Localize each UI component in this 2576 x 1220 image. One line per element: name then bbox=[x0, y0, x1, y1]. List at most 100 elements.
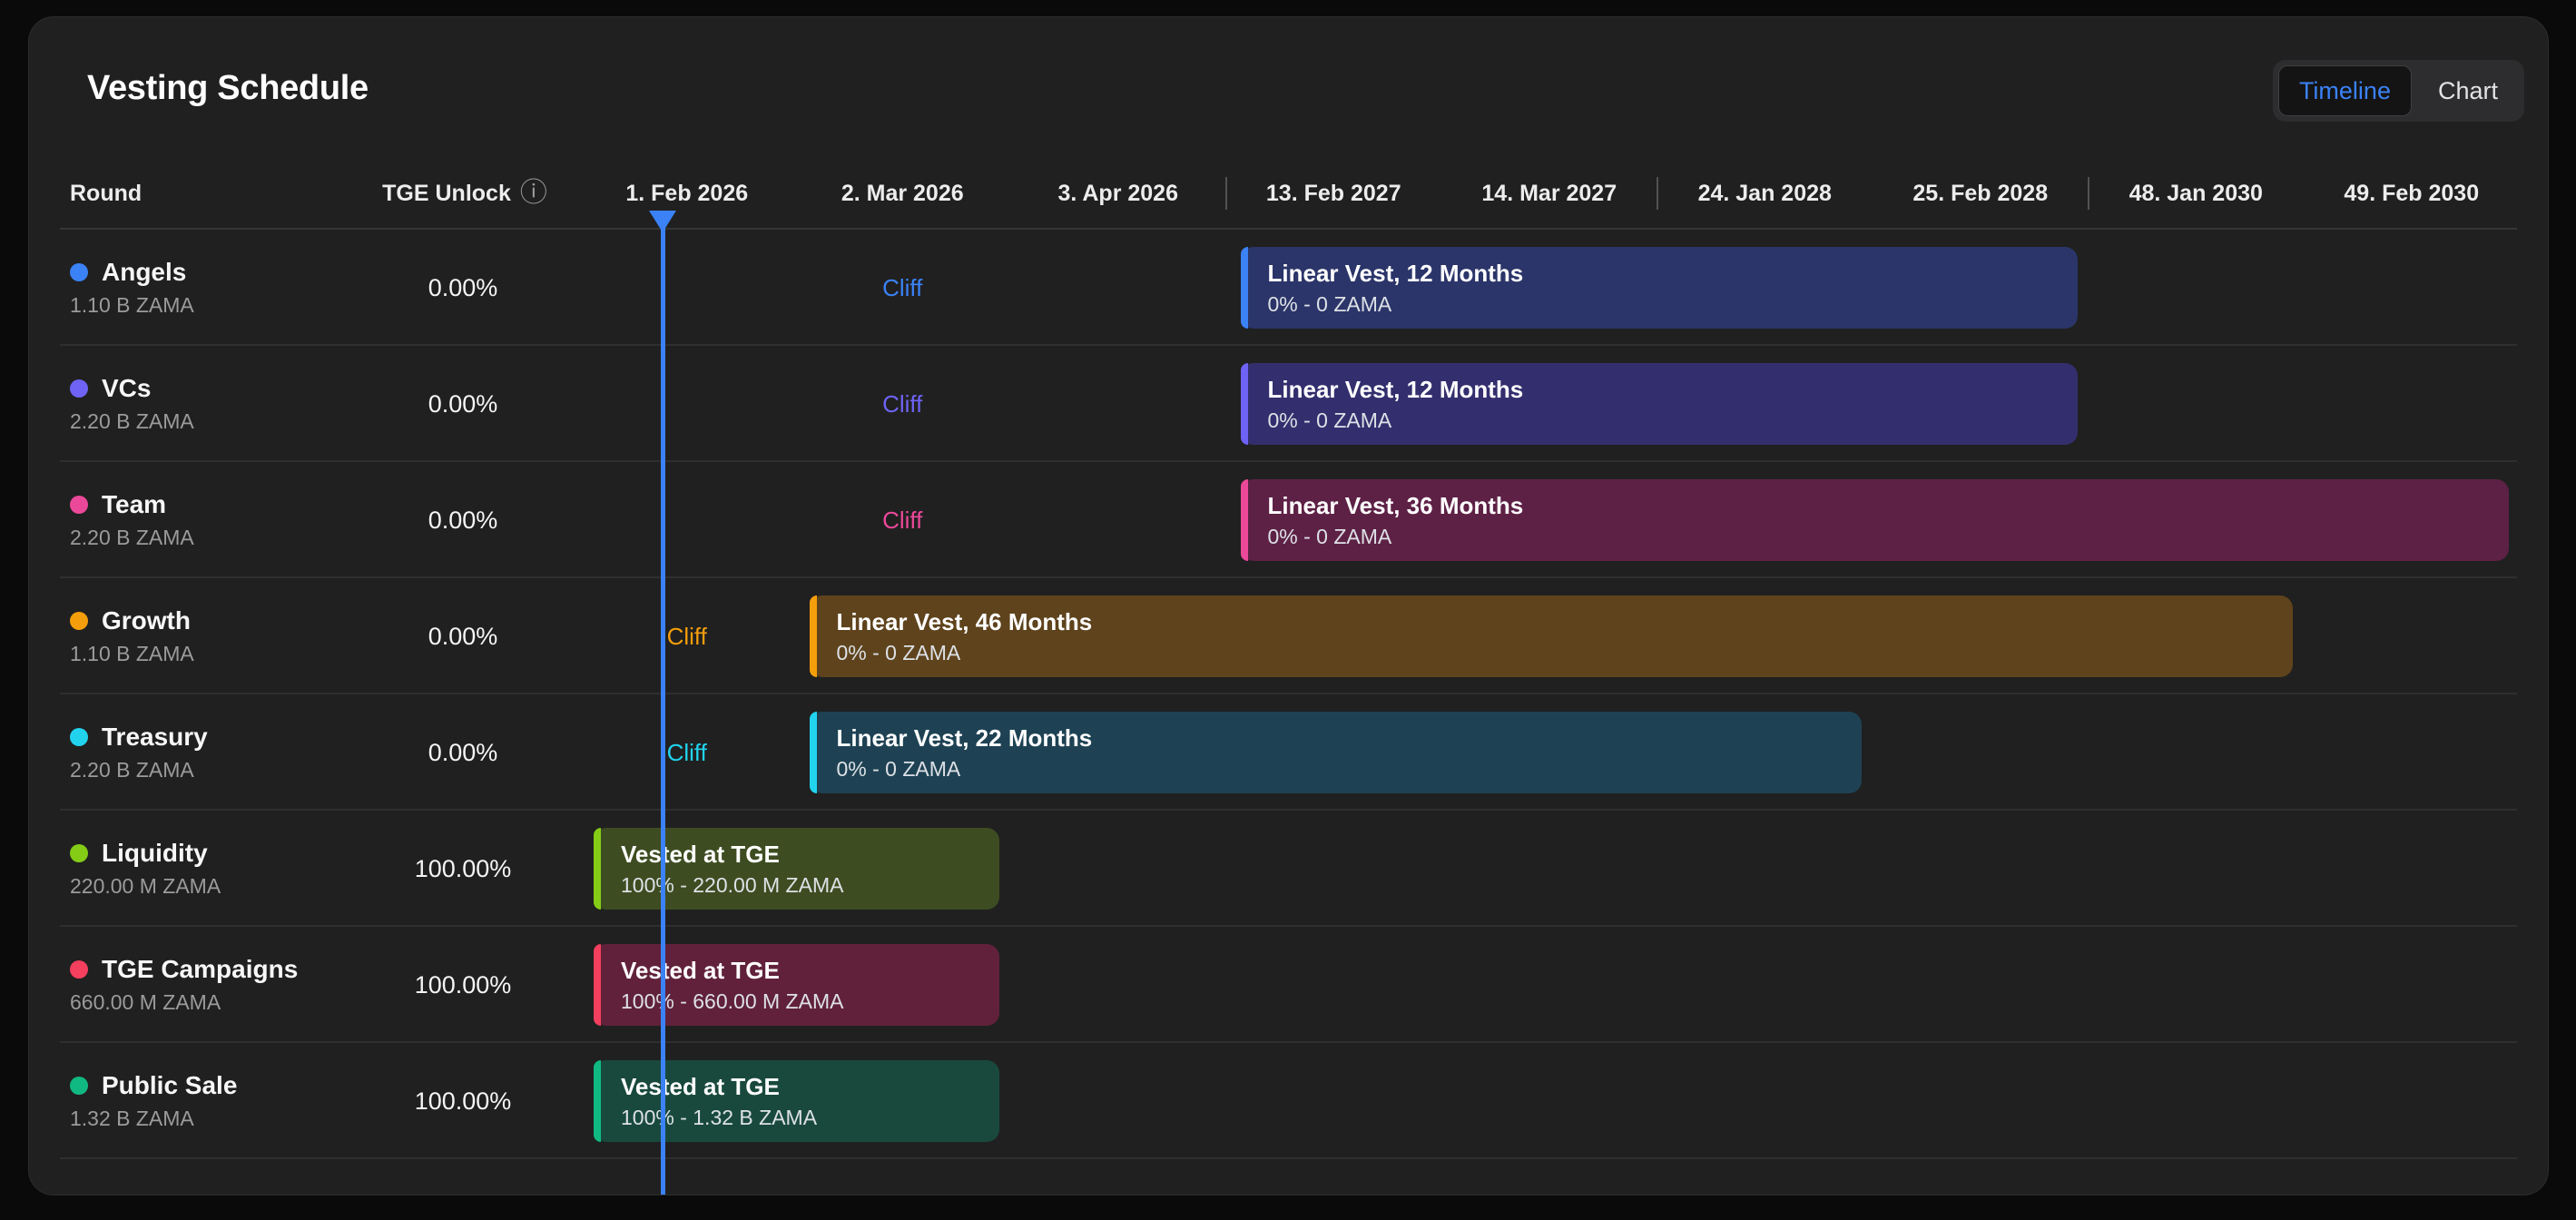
bar-accent-stripe bbox=[1241, 247, 1248, 329]
bar-title: Vested at TGE bbox=[621, 1071, 817, 1102]
bar-text: Linear Vest, 22 Months0% - 0 ZAMA bbox=[837, 723, 1093, 782]
tge-unlock-value: 100.00% bbox=[372, 927, 554, 1043]
table-header: Round TGE Unlock ⓘ 1. Feb 20262. Mar 202… bbox=[29, 17, 2548, 230]
vesting-row: Growth 1.10 B ZAMA 0.00%Cliff Linear Vest, … bbox=[29, 578, 2548, 694]
round-amount: 2.20 B ZAMA bbox=[70, 758, 208, 782]
bar-subtitle: 0% - 0 ZAMA bbox=[1268, 523, 1524, 550]
bar-title: Vested at TGE bbox=[621, 955, 843, 986]
round-cell: TGE Campaigns660.00 M ZAMA bbox=[70, 927, 298, 1043]
round-cell: Angels1.10 B ZAMA bbox=[70, 230, 194, 346]
tge-unlock-value: 0.00% bbox=[372, 578, 554, 694]
vesting-rows: Angels1.10 B ZAMA0.00%CliffLinear Vest, … bbox=[29, 230, 2548, 1159]
bar-text: Linear Vest, 12 Months0% - 0 ZAMA bbox=[1268, 374, 1524, 434]
bar-subtitle: 100% - 660.00 M ZAMA bbox=[621, 988, 843, 1015]
bar-accent-stripe bbox=[594, 828, 601, 910]
vesting-row: Team 2.20 B ZAMA 0.00% Cliff Linear Vest, 36… bbox=[29, 462, 2548, 578]
bar-text: Linear Vest, 46 Months0% - 0 ZAMA bbox=[837, 606, 1093, 666]
round-name: Angels bbox=[102, 258, 186, 287]
date-group-divider-icon bbox=[1225, 177, 1227, 210]
round-cell: Growth 1.10 B ZAMA bbox=[70, 578, 194, 694]
vesting-bar: Linear Vest, 46 Months0% - 0 ZAMA bbox=[810, 595, 2294, 677]
round-amount: 2.20 B ZAMA bbox=[70, 409, 194, 434]
round-name: VCs bbox=[102, 374, 151, 403]
tge-unlock-value: 0.00% bbox=[372, 462, 554, 578]
column-header-date: 49. Feb 2030 bbox=[2304, 170, 2520, 217]
bar-subtitle: 100% - 1.32 B ZAMA bbox=[621, 1104, 817, 1131]
column-header-date: 48. Jan 2030 bbox=[2089, 170, 2305, 217]
bar-subtitle: 0% - 0 ZAMA bbox=[1268, 407, 1524, 434]
bar-accent-stripe bbox=[1241, 479, 1248, 561]
round-name: Team bbox=[102, 490, 166, 519]
round-cell: Liquidity 220.00 M ZAMA bbox=[70, 811, 221, 927]
bar-subtitle: 100% - 220.00 M ZAMA bbox=[621, 871, 843, 899]
vesting-schedule-card: Vesting Schedule Timeline Chart Round TG… bbox=[28, 16, 2549, 1195]
bar-subtitle: 0% - 0 ZAMA bbox=[837, 755, 1093, 782]
round-name: Public Sale bbox=[102, 1071, 237, 1100]
round-amount: 2.20 B ZAMA bbox=[70, 526, 194, 550]
vesting-bar: Linear Vest, 22 Months0% - 0 ZAMA bbox=[810, 712, 1863, 793]
bar-accent-stripe bbox=[810, 712, 817, 793]
round-color-dot-icon bbox=[70, 728, 88, 746]
round-label: Public Sale bbox=[70, 1071, 237, 1100]
cliff-label: Cliff bbox=[795, 230, 1011, 346]
column-header-date: 25. Feb 2028 bbox=[1873, 170, 2089, 217]
vesting-bar: Linear Vest, 12 Months0% - 0 ZAMA bbox=[1241, 363, 2078, 445]
tge-unlock-value: 0.00% bbox=[372, 694, 554, 811]
bar-title: Linear Vest, 22 Months bbox=[837, 723, 1093, 753]
round-color-dot-icon bbox=[70, 263, 88, 281]
bar-title: Linear Vest, 12 Months bbox=[1268, 258, 1524, 289]
vesting-bar: Vested at TGE100% - 660.00 M ZAMA bbox=[594, 944, 999, 1026]
cliff-label: Cliff bbox=[795, 462, 1011, 578]
bar-accent-stripe bbox=[810, 595, 817, 677]
round-color-dot-icon bbox=[70, 1077, 88, 1095]
cliff-label: Cliff bbox=[579, 578, 795, 694]
tge-unlock-value: 100.00% bbox=[372, 1043, 554, 1159]
column-header-round: Round bbox=[70, 170, 142, 217]
bar-subtitle: 0% - 0 ZAMA bbox=[837, 639, 1093, 666]
round-cell: Team 2.20 B ZAMA bbox=[70, 462, 194, 578]
column-header-date: 2. Mar 2026 bbox=[795, 170, 1011, 217]
tge-unlock-value: 0.00% bbox=[372, 230, 554, 346]
column-header-date: 3. Apr 2026 bbox=[1010, 170, 1226, 217]
bar-accent-stripe bbox=[594, 1060, 601, 1142]
round-name: Growth bbox=[102, 606, 191, 635]
vesting-row: Public Sale 1.32 B ZAMA 100.00% Vested at T… bbox=[29, 1043, 2548, 1159]
round-color-dot-icon bbox=[70, 960, 88, 979]
bar-text: Linear Vest, 12 Months0% - 0 ZAMA bbox=[1268, 258, 1524, 318]
round-cell: Treasury 2.20 B ZAMA bbox=[70, 694, 208, 811]
column-header-tge-label: TGE Unlock bbox=[382, 181, 511, 207]
column-header-tge: TGE Unlock ⓘ bbox=[329, 170, 601, 217]
tge-unlock-value: 100.00% bbox=[372, 811, 554, 927]
vesting-bar: Vested at TGE100% - 1.32 B ZAMA bbox=[594, 1060, 999, 1142]
vesting-row: VCs2.20 B ZAMA0.00%CliffLinear Vest, 12 … bbox=[29, 346, 2548, 462]
round-label: Treasury bbox=[70, 723, 208, 752]
round-amount: 1.10 B ZAMA bbox=[70, 642, 194, 666]
round-name: TGE Campaigns bbox=[102, 955, 298, 984]
info-icon[interactable]: ⓘ bbox=[520, 180, 547, 207]
round-amount: 220.00 M ZAMA bbox=[70, 874, 221, 899]
round-color-dot-icon bbox=[70, 496, 88, 514]
column-header-date: 24. Jan 2028 bbox=[1657, 170, 1873, 217]
bar-accent-stripe bbox=[594, 944, 601, 1026]
vesting-bar: Linear Vest, 12 Months0% - 0 ZAMA bbox=[1241, 247, 2078, 329]
bar-text: Vested at TGE100% - 660.00 M ZAMA bbox=[621, 955, 843, 1015]
round-cell: VCs 2.20 B ZAMA bbox=[70, 346, 194, 462]
vesting-row: Liquidity 220.00 M ZAMA 100.00% Vested at T… bbox=[29, 811, 2548, 927]
vesting-row: Angels1.10 B ZAMA 0.00% Cliff Linear Vest, … bbox=[29, 230, 2548, 346]
round-label: Angels bbox=[70, 258, 194, 287]
round-label: Team bbox=[70, 490, 194, 519]
tge-line bbox=[661, 228, 665, 1195]
round-color-dot-icon bbox=[70, 844, 88, 862]
bar-accent-stripe bbox=[1241, 363, 1248, 445]
bar-title: Linear Vest, 12 Months bbox=[1268, 374, 1524, 405]
bar-text: Vested at TGE100% - 220.00 M ZAMA bbox=[621, 839, 843, 899]
round-label: Liquidity bbox=[70, 839, 221, 868]
column-header-date: 1. Feb 2026 bbox=[579, 170, 795, 217]
round-label: Growth bbox=[70, 606, 194, 635]
round-name: Treasury bbox=[102, 723, 208, 752]
round-cell: Public Sale 1.32 B ZAMA bbox=[70, 1043, 237, 1159]
bar-text: Linear Vest, 36 Months0% - 0 ZAMA bbox=[1268, 490, 1524, 550]
bar-subtitle: 0% - 0 ZAMA bbox=[1268, 290, 1524, 318]
round-amount: 1.32 B ZAMA bbox=[70, 1107, 237, 1131]
column-header-date: 14. Mar 2027 bbox=[1441, 170, 1657, 217]
